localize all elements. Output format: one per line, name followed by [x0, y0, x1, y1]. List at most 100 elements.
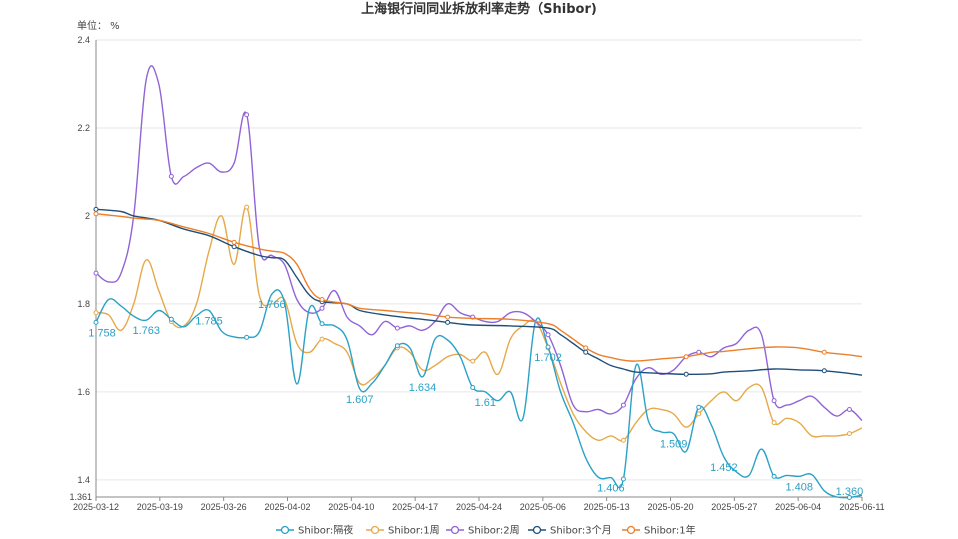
- y-axis-unit-label: 单位： %: [77, 19, 120, 32]
- series-1-group: [93, 204, 863, 443]
- series-0-group: [93, 289, 863, 500]
- data-label: 1.61: [475, 397, 496, 409]
- x-tick-label: 2025-04-10: [328, 502, 374, 512]
- series-point: [583, 345, 589, 351]
- y-min-label: 1.361: [69, 492, 92, 502]
- axes: [95, 40, 862, 498]
- data-label: 1.702: [534, 352, 562, 364]
- series-point: [683, 354, 689, 360]
- series-point: [231, 239, 237, 245]
- x-tick-label: 2025-06-11: [839, 502, 884, 512]
- series-point: [620, 437, 626, 443]
- x-tick-label: 2025-05-27: [711, 502, 757, 512]
- legend-marker: [532, 525, 542, 535]
- x-tick-label: 2025-03-26: [201, 502, 247, 512]
- series-point: [319, 321, 325, 327]
- series-2-group: [93, 65, 863, 422]
- series-point: [319, 297, 325, 303]
- data-label: 1.509: [660, 439, 688, 451]
- series-point: [470, 358, 476, 364]
- series-point: [445, 314, 451, 320]
- series-point: [445, 319, 451, 325]
- series-point: [93, 211, 99, 217]
- y-tick-label: 2.2: [77, 123, 90, 133]
- x-tick-label: 2025-03-19: [137, 502, 183, 512]
- series-point: [319, 305, 325, 311]
- x-tick-label: 2025-05-06: [520, 502, 566, 512]
- x-tick-label: 2025-04-02: [264, 502, 310, 512]
- series-lines: [93, 65, 863, 500]
- series-point: [244, 112, 250, 118]
- series-point: [93, 310, 99, 316]
- legend-item[interactable]: Shibor:1年: [622, 524, 696, 537]
- series-point: [583, 349, 589, 355]
- series-point: [470, 384, 476, 390]
- grid-lines: [96, 39, 862, 481]
- data-label: 1.360: [836, 486, 864, 498]
- data-label: 1.406: [597, 483, 625, 495]
- data-label: 1.758: [88, 327, 116, 339]
- legend-item[interactable]: Shibor:2周: [446, 525, 520, 537]
- series-point: [771, 398, 777, 404]
- series-point: [319, 336, 325, 342]
- series-point: [821, 368, 827, 374]
- x-tick-label: 2025-04-24: [456, 502, 502, 512]
- series-point: [821, 349, 827, 355]
- data-label: 1.634: [409, 382, 437, 394]
- y-tick-label: 1.4: [77, 475, 90, 485]
- data-label: 1.452: [710, 462, 738, 474]
- legend-label: Shibor:3个月: [550, 525, 612, 537]
- y-axis-ticks: 1.4 1.6 1.8 2 2.2 2.4 1.361: [69, 35, 92, 502]
- legend-item[interactable]: Shibor:隔夜: [276, 524, 353, 537]
- series-point: [93, 319, 99, 325]
- y-tick-label: 1.8: [77, 299, 90, 309]
- series-point: [244, 204, 250, 210]
- series-3-group: [93, 206, 863, 377]
- data-labels: 1.758 1.763 1.785 1.766 1.607 1.634 1.61 1.702 1…: [88, 299, 863, 498]
- legend-marker: [626, 525, 636, 535]
- legend-marker: [280, 525, 290, 535]
- series-point: [696, 404, 702, 410]
- series-line: [95, 213, 863, 362]
- series-point: [771, 473, 777, 479]
- series-point: [545, 332, 551, 338]
- y-tick-label: 2.4: [77, 35, 90, 45]
- data-label: 1.763: [132, 325, 160, 337]
- series-point: [244, 334, 250, 340]
- series-line: [95, 289, 863, 499]
- x-tick-label: 2025-03-12: [73, 502, 119, 512]
- data-label: 1.785: [195, 316, 223, 328]
- series-line: [95, 208, 863, 376]
- legend-label: Shibor:隔夜: [298, 524, 353, 537]
- legend[interactable]: Shibor:隔夜 Shibor:1周 Shibor:2周 Shibor:3个月 Shi…: [276, 524, 696, 537]
- series-point: [545, 344, 551, 350]
- series-4-group: [93, 211, 863, 362]
- legend-item[interactable]: Shibor:3个月: [528, 525, 612, 537]
- series-line: [95, 206, 863, 442]
- data-label: 1.607: [346, 394, 374, 406]
- legend-marker: [450, 525, 460, 535]
- series-point: [771, 420, 777, 426]
- series-point: [394, 343, 400, 349]
- legend-label: Shibor:1年: [644, 524, 696, 537]
- series-point: [620, 402, 626, 408]
- series-point: [696, 411, 702, 417]
- legend-label: Shibor:1周: [388, 525, 440, 537]
- y-tick-label: 1.6: [77, 387, 90, 397]
- series-point: [93, 206, 99, 212]
- x-tick-label: 2025-05-13: [584, 502, 630, 512]
- series-point: [394, 325, 400, 331]
- series-point: [168, 316, 174, 322]
- series-point: [683, 371, 689, 377]
- legend-item[interactable]: Shibor:1周: [366, 525, 440, 537]
- x-axis-ticks: 2025-03-12 2025-03-19 2025-03-26 2025-04-02…: [73, 497, 885, 512]
- x-tick-label: 2025-04-17: [392, 502, 438, 512]
- series-point: [846, 406, 852, 412]
- x-tick-label: 2025-05-20: [647, 502, 693, 512]
- data-label: 1.766: [258, 299, 286, 311]
- series-point: [231, 244, 237, 250]
- legend-label: Shibor:2周: [468, 525, 520, 537]
- series-point: [846, 494, 852, 500]
- series-point: [620, 476, 626, 482]
